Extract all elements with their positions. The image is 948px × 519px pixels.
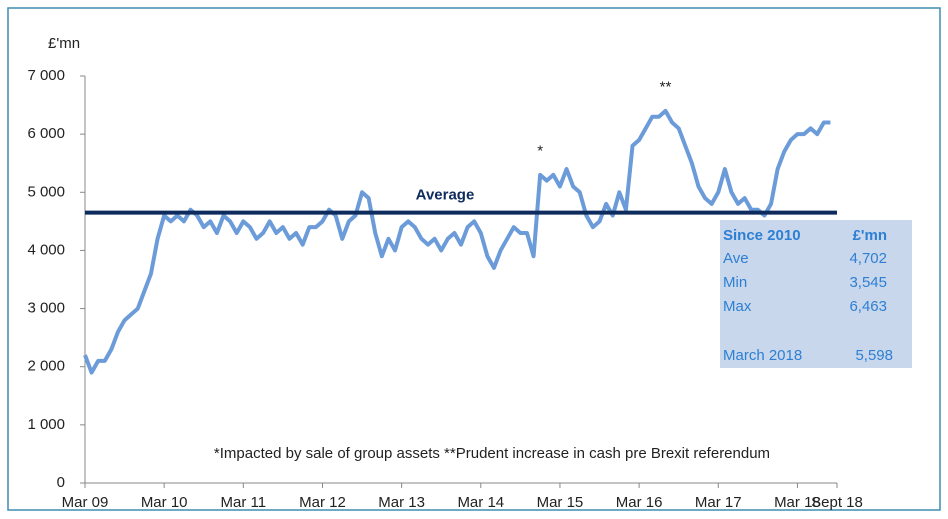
- y-tick-label: 7 000: [27, 67, 65, 84]
- table-header: Since 2010: [723, 227, 801, 244]
- table-cell: 3,545: [849, 274, 887, 291]
- series-line: [83, 108, 831, 375]
- y-tick-label: 2 000: [27, 358, 65, 375]
- footnote: *Impacted by sale of group assets **Prud…: [214, 445, 770, 462]
- table-cell: 4,702: [849, 250, 887, 267]
- table-cell: 5,598: [855, 347, 893, 364]
- x-tick-label: Mar 18: [774, 494, 821, 511]
- x-tick-label: Mar 16: [616, 494, 663, 511]
- y-tick-label: 5 000: [27, 183, 65, 200]
- annotation: *: [537, 143, 543, 160]
- chart-frame: [7, 7, 941, 511]
- stats-table-box: [720, 220, 912, 368]
- x-tick-label: Mar 14: [457, 494, 504, 511]
- y-axis-title: £'mn: [48, 35, 80, 52]
- table-cell: March 2018: [723, 347, 802, 364]
- y-tick-label: 6 000: [27, 125, 65, 142]
- y-tick-label: 1 000: [27, 416, 65, 433]
- y-tick-label: 0: [57, 474, 65, 491]
- table-header: £'mn: [853, 227, 887, 244]
- x-tick-label: Mar 15: [537, 494, 584, 511]
- x-tick-label: Mar 09: [62, 494, 109, 511]
- annotation: **: [660, 79, 672, 96]
- x-tick-label: Mar 11: [221, 494, 267, 511]
- table-cell: Ave: [723, 250, 749, 267]
- x-tick-label: Mar 13: [378, 494, 425, 511]
- table-cell: Max: [723, 298, 752, 315]
- table-cell: 6,463: [849, 298, 887, 315]
- x-tick-label: Mar 10: [141, 494, 188, 511]
- x-tick-label: Mar 12: [299, 494, 346, 511]
- table-cell: Min: [723, 274, 747, 291]
- x-tick-label: Mar 17: [695, 494, 742, 511]
- average-label: Average: [416, 187, 475, 204]
- y-tick-label: 4 000: [27, 241, 65, 258]
- y-tick-label: 3 000: [27, 300, 65, 317]
- x-tick-label: Sept 18: [811, 494, 863, 511]
